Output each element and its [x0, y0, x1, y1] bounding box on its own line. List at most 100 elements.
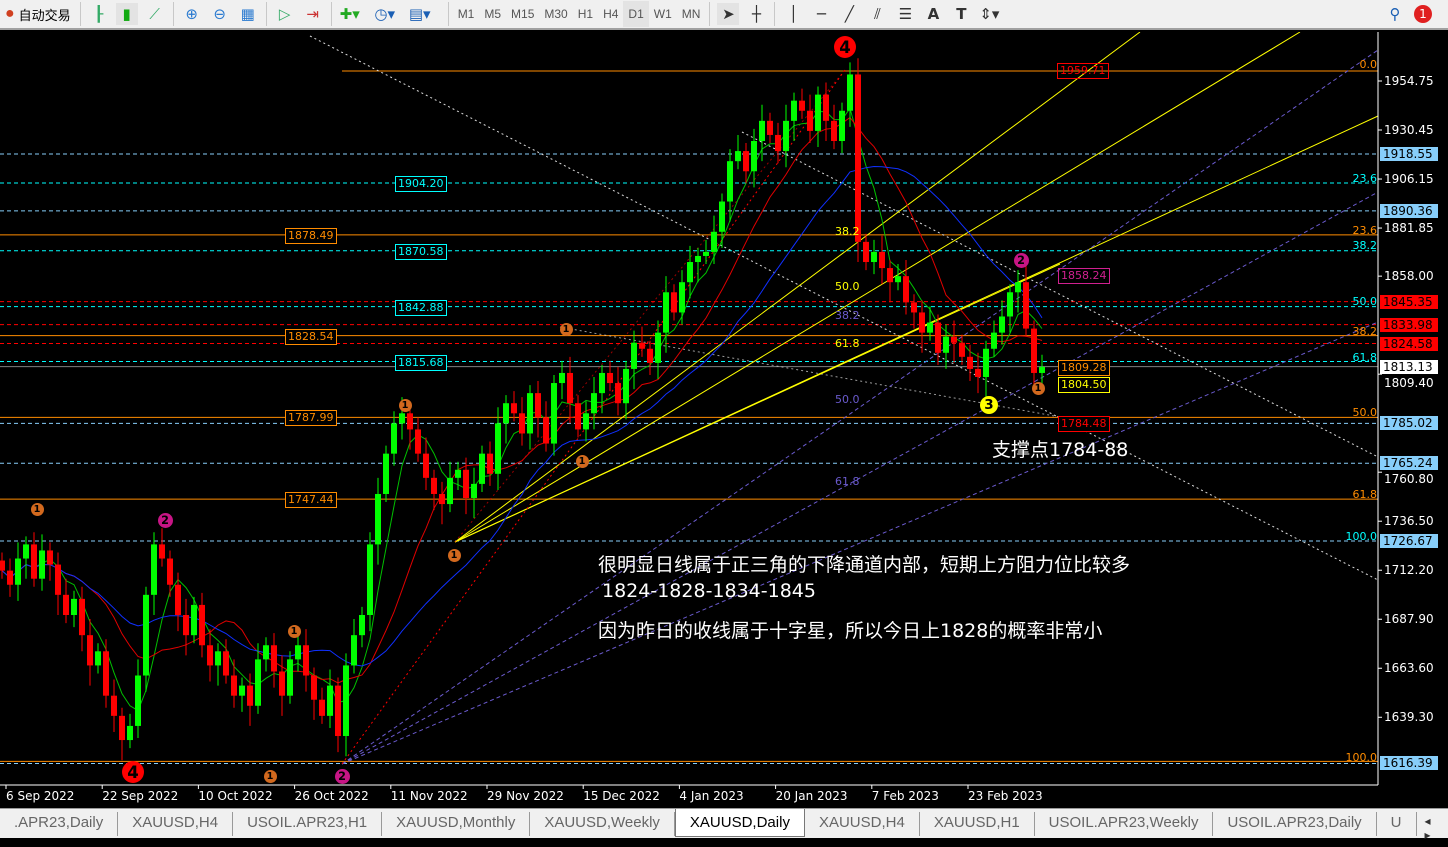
- separator: [265, 2, 267, 26]
- indicators-icon[interactable]: ▤▾: [408, 5, 431, 23]
- axis-tick-label: 1906.15: [1384, 172, 1434, 187]
- tab-scroll-arrows[interactable]: ◂ ▸: [1424, 814, 1431, 842]
- chart-tab[interactable]: USOIL.APR23,H1: [233, 812, 383, 836]
- separator: [79, 2, 81, 26]
- timeframe-m15[interactable]: M15: [511, 7, 535, 21]
- fibonacci-icon[interactable]: ☰: [898, 5, 913, 23]
- wave-marker: 1: [263, 769, 277, 783]
- zoom-in-icon[interactable]: ⊕: [185, 5, 198, 23]
- arrows-icon[interactable]: ⇕▾: [979, 5, 1000, 23]
- candle-body: [711, 231, 717, 252]
- candle-body: [967, 356, 973, 369]
- fib-label: 23.6: [1352, 223, 1378, 237]
- chart-tab[interactable]: USOIL.APR23,Weekly: [1035, 812, 1214, 836]
- chart-tab[interactable]: .APR23,Daily: [0, 812, 119, 836]
- candle-body: [935, 322, 941, 353]
- fan-line-blue: [341, 191, 1379, 765]
- timeframe-d1[interactable]: D1: [623, 1, 649, 27]
- candle-body: [503, 403, 509, 424]
- tile-windows-icon[interactable]: ▦: [240, 5, 255, 23]
- candle-body: [1015, 282, 1021, 293]
- candle-body: [855, 74, 861, 242]
- candle-body: [367, 544, 373, 616]
- candle-body: [335, 685, 341, 737]
- chart-tab[interactable]: XAUUSD,Monthly: [382, 812, 531, 836]
- chart-tab[interactable]: XAUUSD,Daily: [674, 809, 805, 837]
- candle-body: [807, 110, 813, 131]
- candle-body: [207, 645, 213, 666]
- price-tag: 1959.71: [1057, 63, 1109, 79]
- price-chart[interactable]: 支撑点1784-88 很明显日线属于正三角的下降通道内部，短期上方阻力位比较多 …: [0, 32, 1448, 808]
- candle-body: [903, 276, 909, 303]
- auto-trading-label: 自动交易: [18, 7, 71, 23]
- candle-body: [487, 453, 493, 474]
- fib-label: 23.6: [1352, 171, 1378, 185]
- axis-price-label: 1845.35: [1380, 294, 1438, 309]
- candle-body: [199, 604, 205, 646]
- candle-body: [127, 725, 133, 741]
- zoom-out-icon[interactable]: ⊖: [213, 5, 226, 23]
- chart-tab[interactable]: XAUUSD,Weekly: [530, 812, 675, 836]
- candle-body: [135, 675, 141, 726]
- timeframe-h4[interactable]: H4: [603, 7, 619, 21]
- clock-icon[interactable]: ◷▾: [374, 5, 395, 23]
- crosshair-icon[interactable]: ┼: [751, 5, 761, 23]
- candle-body: [831, 120, 837, 142]
- auto-trading-button[interactable]: ● 自动交易: [0, 1, 76, 27]
- candle-body: [239, 685, 245, 696]
- text-label-icon[interactable]: T: [956, 5, 967, 23]
- wave-marker: 1: [559, 322, 573, 336]
- wave-marker: 1: [575, 454, 589, 468]
- timeframe-w1[interactable]: W1: [653, 7, 672, 21]
- candle-body: [815, 94, 821, 131]
- chart-tab[interactable]: USOIL.APR23,Daily: [1213, 812, 1377, 836]
- candle-body: [583, 413, 589, 430]
- chart-tab[interactable]: U: [1377, 812, 1417, 836]
- chart-tab[interactable]: XAUUSD,H1: [920, 812, 1035, 836]
- chart-canvas: [0, 32, 1382, 789]
- line-chart-icon[interactable]: ⟋: [149, 5, 160, 23]
- notification-icon[interactable]: 1: [1412, 3, 1434, 25]
- trendline-icon[interactable]: ╱: [844, 5, 854, 23]
- fib-label: 61.8: [835, 336, 860, 350]
- bar-chart-icon[interactable]: ┠: [94, 5, 104, 23]
- timeframe-mn[interactable]: MN: [681, 7, 701, 21]
- candle-body: [55, 564, 61, 595]
- candle-body: [895, 276, 901, 283]
- candle-body: [575, 403, 581, 430]
- horizontal-line-icon[interactable]: ─: [816, 5, 826, 23]
- axis-tick-label: 1736.50: [1384, 514, 1434, 529]
- vertical-line-icon[interactable]: │: [788, 5, 798, 23]
- candle-body: [983, 348, 989, 377]
- candle-body: [703, 251, 709, 256]
- timeframe-m30[interactable]: M30: [544, 7, 568, 21]
- timeframe-m1[interactable]: M1: [457, 7, 475, 21]
- date-label: 29 Nov 2022: [487, 789, 564, 803]
- level-label: 1904.20: [395, 175, 447, 192]
- level-label: 1815.68: [395, 354, 447, 371]
- wave-marker: 1: [1031, 381, 1045, 395]
- candle-body: [767, 120, 773, 135]
- equidistant-channel-icon[interactable]: ⫽: [874, 5, 881, 23]
- cursor-icon[interactable]: ➤: [717, 3, 740, 25]
- candlestick-icon[interactable]: ▮: [115, 3, 138, 25]
- axis-price-label: 1765.24: [1380, 456, 1438, 471]
- chart-tab[interactable]: XAUUSD,H4: [118, 812, 234, 836]
- chart-shift-icon[interactable]: ⇥: [306, 5, 319, 23]
- new-order-icon[interactable]: ✚▾: [339, 5, 360, 23]
- candle-body: [959, 342, 965, 357]
- search-icon[interactable]: ⚲: [1389, 5, 1401, 23]
- timeframe-h1[interactable]: H1: [577, 7, 594, 21]
- chart-tab[interactable]: XAUUSD,H4: [805, 812, 920, 836]
- analysis-line-3: 因为昨日的收线属于十字星，所以今日上1828的概率非常小: [598, 620, 1103, 642]
- candle-body: [911, 302, 917, 313]
- autoscroll-icon[interactable]: ▷: [278, 5, 291, 23]
- timeframe-m5[interactable]: M5: [484, 7, 502, 21]
- candle-body: [647, 348, 653, 363]
- text-icon[interactable]: A: [927, 5, 940, 23]
- date-label: 11 Nov 2022: [390, 789, 468, 803]
- candle-body: [0, 560, 5, 571]
- level-label: 1878.49: [285, 227, 337, 244]
- candle-body: [415, 429, 421, 454]
- candle-body: [759, 120, 765, 142]
